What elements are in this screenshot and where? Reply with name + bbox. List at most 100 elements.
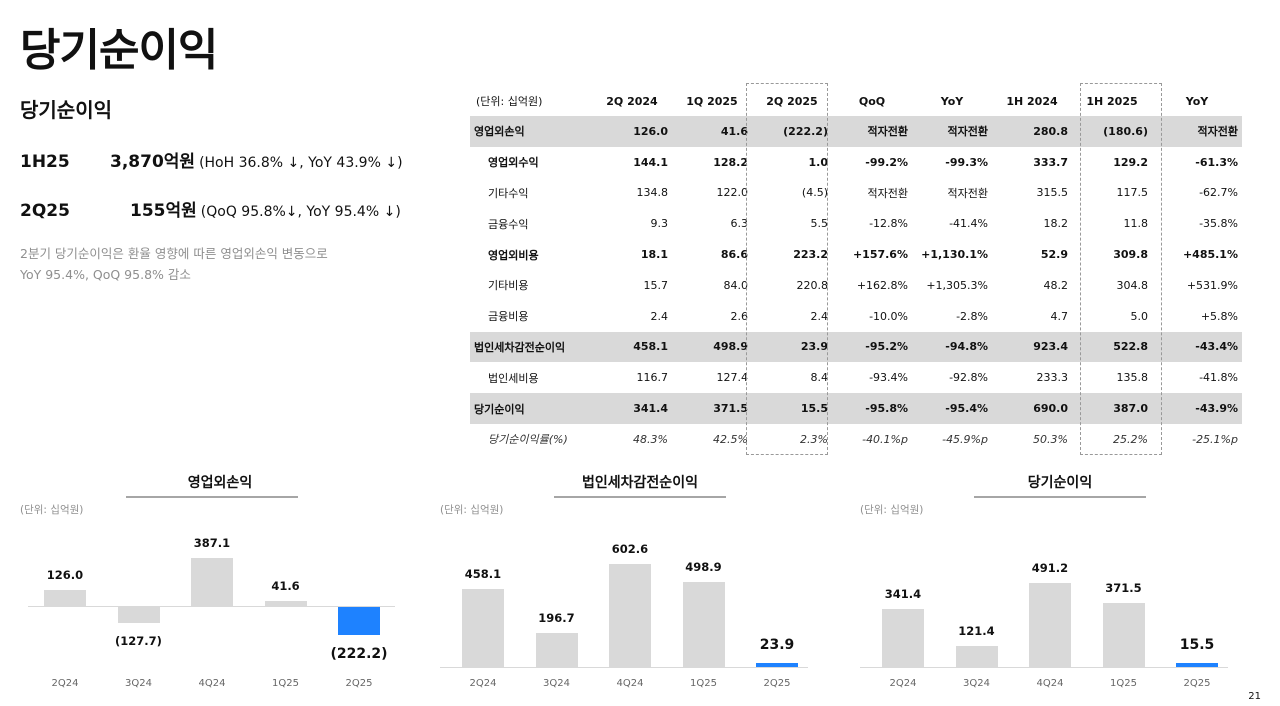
row-label: 영업외수익 <box>488 156 539 170</box>
chart-value-label: 371.5 <box>1105 581 1142 596</box>
column-header: YoY <box>1185 94 1209 108</box>
chart-axis <box>28 606 395 607</box>
table-row: 법인세비용 116.7 127.4 8.4 -93.4% -92.8% 233.3 135.8… <box>470 362 1242 393</box>
chart-value-label: 126.0 <box>46 568 84 583</box>
chart-bar <box>756 662 798 667</box>
table-cell: 2.3% <box>800 432 828 446</box>
chart-category-label: 3Q24 <box>963 678 990 689</box>
row-label: 기타수익 <box>488 186 529 200</box>
chart-bar <box>264 600 307 606</box>
chart-pretax-income: 법인세차감전순이익 (단위: 십억원) 458.1 2Q24 196.7 3Q24 602.… <box>440 466 840 696</box>
chart-title: 당기순이익 <box>1027 475 1093 491</box>
column-header: 1H 2025 <box>1086 94 1138 108</box>
chart-value-label: 458.1 <box>464 566 502 581</box>
chart-category-label: 2Q25 <box>763 678 791 689</box>
chart-category-label: 3Q24 <box>125 678 152 689</box>
table-cell: 5.5 <box>810 217 829 231</box>
table-cell: 220.8 <box>796 278 829 292</box>
row-label: 기타비용 <box>488 279 529 293</box>
chart-title-underline <box>974 496 1146 498</box>
table-cell: -43.9% <box>1152 393 1242 424</box>
chart-value-label: 41.6 <box>271 578 300 593</box>
table-cell: 128.2 <box>713 155 748 169</box>
table-cell: 458.1 <box>592 331 672 363</box>
row-label: 당기순이익 <box>470 393 592 424</box>
chart-value-label: 498.9 <box>685 559 722 574</box>
financial-table: (단위: 십억원) 2Q 2024 1Q 2025 2Q 2025 QoQ Yo… <box>470 86 1242 455</box>
table-cell: -95.8% <box>832 393 912 424</box>
table-cell: 9.3 <box>650 217 669 231</box>
chart-non-operating-income: 영업외손익 (단위: 십억원) 126.0 2Q24 (127.7) 3Q24 387.1 4… <box>20 466 420 696</box>
chart-value-label: 491.2 <box>1031 561 1069 575</box>
table-row: 영업외비용 18.1 86.6 223.2 +157.6% +1,130.1% 52.9 30… <box>470 239 1242 270</box>
table-row: 당기순이익률(%) 48.3% 42.5% 2.3% -40.1%p -45.9%p 50.… <box>470 424 1242 455</box>
table-cell: -40.1%p <box>862 432 908 446</box>
table-cell: -25.1%p <box>1192 432 1238 446</box>
chart-category-label: 1Q25 <box>1110 678 1137 689</box>
chart-bar <box>955 646 998 667</box>
table-cell: 117.5 <box>1116 186 1149 200</box>
page-number: 21 <box>1248 691 1261 702</box>
table-row: 기타수익 134.8 122.0 (4.5) 적자전환 적자전환 315.5 117.5 -62… <box>470 178 1242 209</box>
chart-category-label: 2Q25 <box>345 678 373 689</box>
chart-category-label: 2Q25 <box>1183 678 1211 689</box>
column-header: 2Q 2025 <box>766 94 818 108</box>
summary-row-2q25: 2Q25 155억원 (QoQ 95.8%↓, YoY 95.4% ↓) <box>20 196 440 221</box>
table-cell: 적자전환 <box>1152 116 1242 147</box>
chart-title: 법인세차감전순이익 <box>582 475 698 491</box>
table-header-row: (단위: 십억원) 2Q 2024 1Q 2025 2Q 2025 QoQ Yo… <box>470 86 1242 116</box>
chart-value-label: (222.2) <box>330 645 388 662</box>
table-cell: 309.8 <box>1113 248 1148 262</box>
table-cell: 144.1 <box>633 155 668 169</box>
table-row: 금융비용 2.4 2.6 2.4 -10.0% -2.8% 4.7 5.0 +5.8% <box>470 301 1242 332</box>
chart-value-label: 121.4 <box>958 624 995 639</box>
chart-category-label: 4Q24 <box>198 678 226 689</box>
chart-title-underline <box>126 496 298 498</box>
chart-value-label: (127.7) <box>115 633 162 648</box>
table-cell: +162.8% <box>856 278 908 292</box>
chart-category-label: 4Q24 <box>1036 678 1064 689</box>
summary-subtitle: 당기순이익 <box>20 98 112 122</box>
table-cell: -41.4% <box>949 217 988 231</box>
table-cell: +531.9% <box>1186 278 1238 292</box>
chart-category-label: 3Q24 <box>543 678 570 689</box>
table-cell: 116.7 <box>636 371 669 385</box>
table-cell: 적자전환 <box>832 116 912 147</box>
summary-period: 1H25 <box>20 152 70 172</box>
chart-title-underline <box>554 496 726 498</box>
table-cell: 498.9 <box>672 331 752 363</box>
row-label: 영업외비용 <box>488 248 539 262</box>
summary-period: 2Q25 <box>20 201 70 221</box>
table-cell: 333.7 <box>1033 155 1068 169</box>
chart-value-label: 23.9 <box>759 636 795 653</box>
table-cell: (4.5) <box>801 186 828 200</box>
table-cell: 129.2 <box>1113 155 1148 169</box>
chart-category-label: 2Q24 <box>469 678 497 689</box>
table-cell: +1,305.3% <box>926 278 988 292</box>
chart-value-label: 15.5 <box>1179 637 1215 653</box>
table-unit: (단위: 십억원) <box>476 95 543 108</box>
table-cell: 84.0 <box>723 278 749 292</box>
table-cell: 18.2 <box>1043 217 1069 231</box>
chart-bar <box>1029 583 1071 667</box>
table-cell: -93.4% <box>869 371 908 385</box>
summary-note-line: YoY 95.4%, QoQ 95.8% 감소 <box>20 267 191 282</box>
table-cell: (180.6) <box>1072 116 1152 147</box>
table-cell: 134.8 <box>636 186 669 200</box>
row-label: 당기순이익률(%) <box>488 433 568 447</box>
column-header: 2Q 2024 <box>606 94 658 108</box>
chart-unit: (단위: 십억원) <box>20 504 84 516</box>
table-cell: -43.4% <box>1152 331 1242 363</box>
table-cell: 315.5 <box>1036 186 1069 200</box>
table-cell: 42.5% <box>713 432 748 446</box>
chart-bar <box>535 633 578 667</box>
chart-category-label: 1Q25 <box>272 678 299 689</box>
table-cell: 적자전환 <box>947 186 988 200</box>
chart-value-label: 602.6 <box>611 541 649 556</box>
chart-title: 영업외손익 <box>187 475 253 491</box>
table-row: 금융수익 9.3 6.3 5.5 -12.8% -41.4% 18.2 11.8 -35.8% <box>470 208 1242 239</box>
table-cell: 15.5 <box>752 393 832 424</box>
table-cell: 280.8 <box>992 116 1072 147</box>
table-cell: +1,130.1% <box>921 248 988 262</box>
page-title: 당기순이익 <box>20 25 218 76</box>
